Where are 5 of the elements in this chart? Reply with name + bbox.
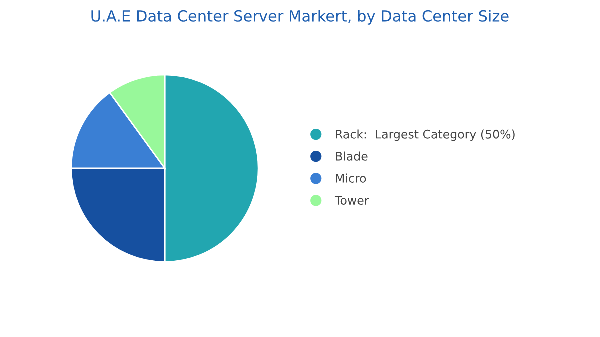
chart-title: U.A.E Data Center Server Markert, by Data Center Size [92, 10, 509, 25]
legend-label: Blade [336, 152, 368, 161]
legend-label: Rack: Largest Category (50%) [336, 130, 515, 142]
legend-label: Micro [336, 174, 366, 183]
legend-label: Tower [334, 196, 370, 205]
